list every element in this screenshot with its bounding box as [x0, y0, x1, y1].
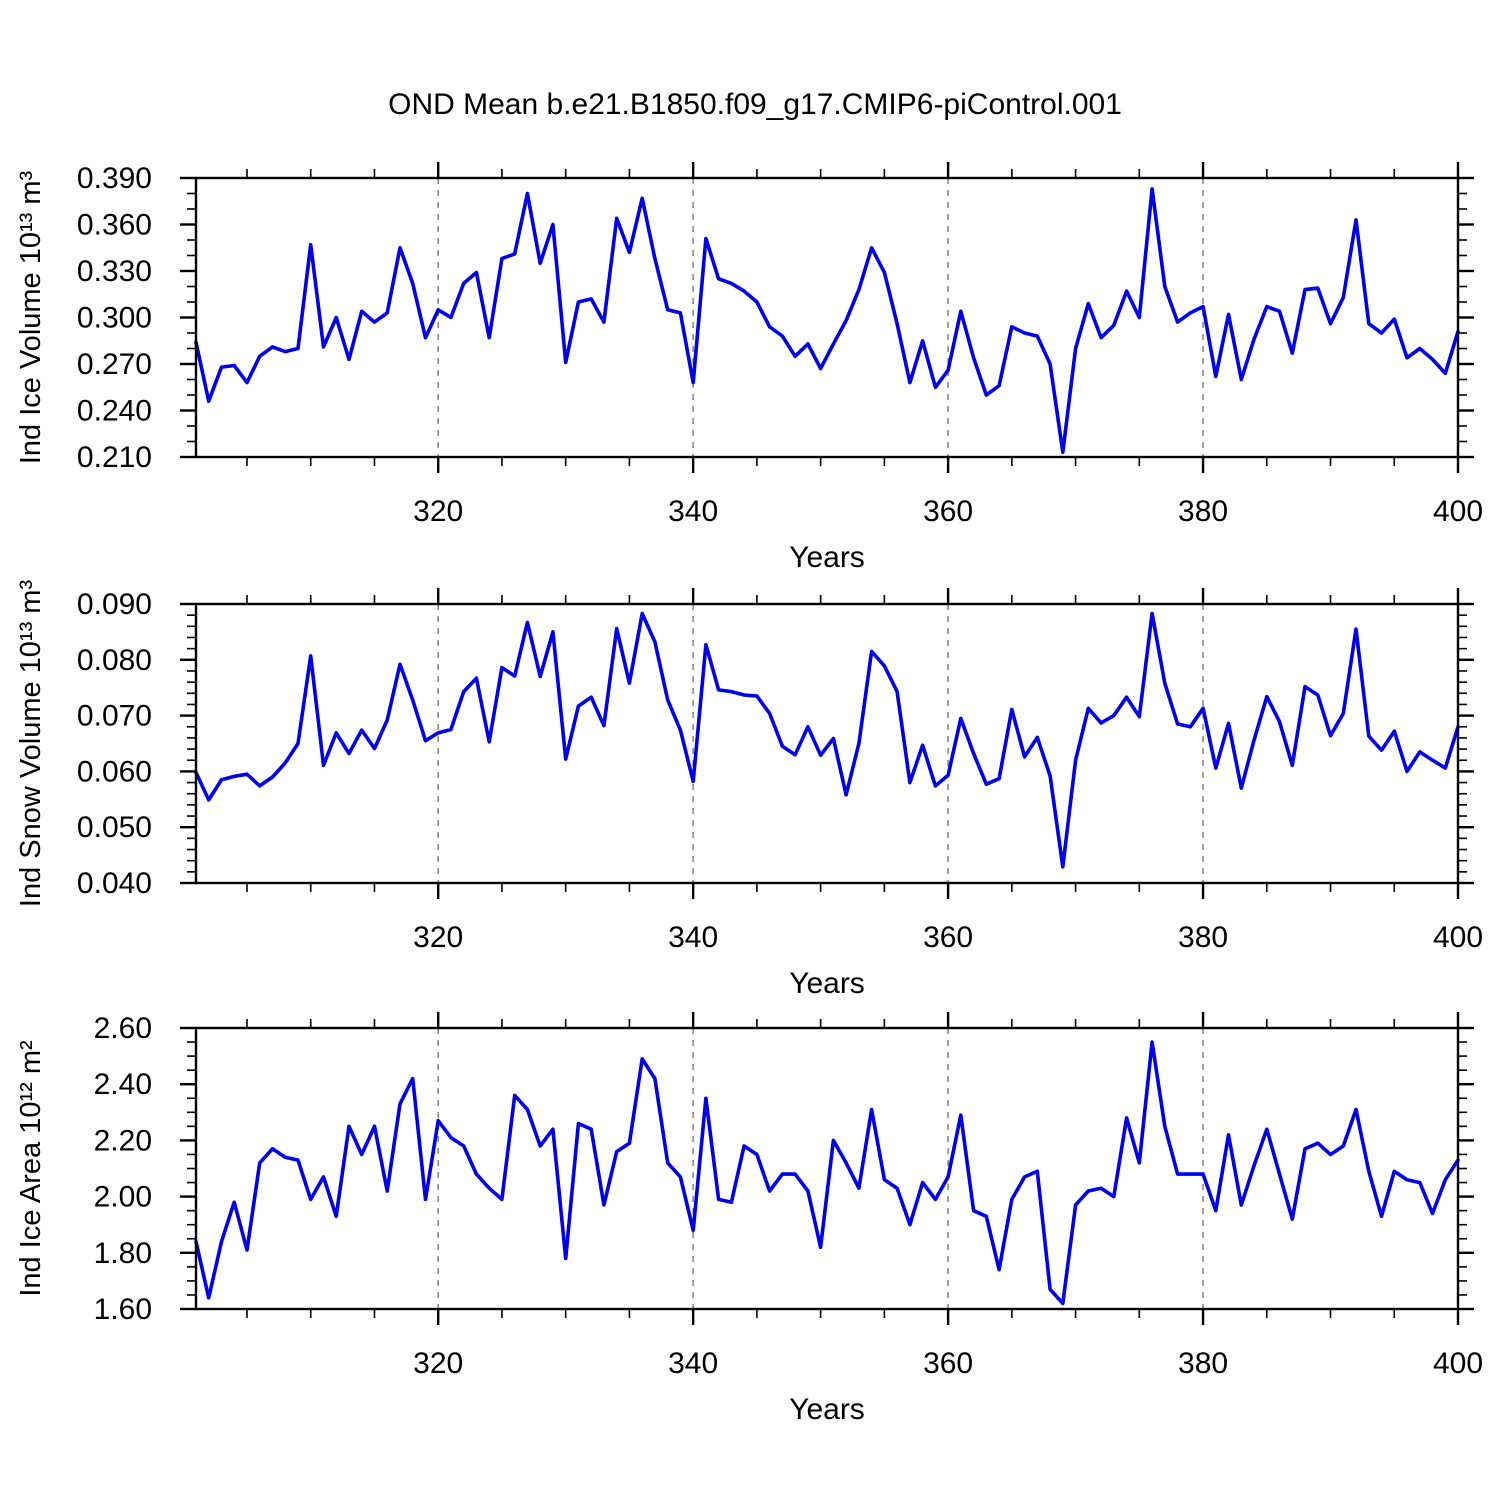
- y-tick-label: 0.040: [77, 867, 152, 900]
- y-tick-label: 0.210: [77, 441, 152, 474]
- y-tick-label: 2.20: [94, 1124, 152, 1157]
- y-tick-label: 1.80: [94, 1237, 152, 1270]
- y-tick-label: 1.60: [94, 1293, 152, 1326]
- y-tick-label: 0.300: [77, 302, 152, 335]
- y-axis-title: Ind Ice Area 10¹² m²: [15, 1040, 47, 1297]
- x-tick-label: 340: [668, 495, 718, 528]
- x-tick-label: 400: [1433, 495, 1483, 528]
- x-tick-label: 320: [413, 1347, 463, 1380]
- x-axis-title: Years: [789, 541, 865, 574]
- x-tick-label: 380: [1178, 495, 1228, 528]
- x-tick-label: 320: [413, 921, 463, 954]
- panel-snow-volume: 0.040 0.050 0.060 0.070 0.080 0.090 320 340 360 3…: [15, 580, 1483, 1000]
- y-tick-label: 0.070: [77, 700, 152, 733]
- chart-title: OND Mean b.e21.B1850.f09_g17.CMIP6-piCon…: [388, 88, 1122, 121]
- series-line-ice-area: [194, 1040, 1460, 1306]
- series-line-ice-volume: [194, 187, 1460, 455]
- y-tick-label: 0.060: [77, 755, 152, 788]
- y-tick-label: 0.050: [77, 811, 152, 844]
- axes-frame: [194, 1026, 1460, 1311]
- y-tick-label: 0.360: [77, 209, 152, 242]
- x-tick-label: 400: [1433, 1347, 1483, 1380]
- series-line-snow-volume: [194, 611, 1460, 869]
- x-tick-label: 340: [668, 921, 718, 954]
- y-tick-label: 0.330: [77, 255, 152, 288]
- y-tick-label: 0.080: [77, 644, 152, 677]
- panel-ice-volume: 0.210 0.240 0.270 0.300 0.330 0.360 0.390 320 34…: [15, 162, 1483, 574]
- axes-frame: [194, 176, 1460, 459]
- panel-ice-area: 1.60 1.80 2.00 2.20 2.40 2.60 320 340 360 380 400 Y…: [15, 1012, 1483, 1426]
- x-axis-title: Years: [789, 967, 865, 1000]
- x-tick-label: 360: [923, 495, 973, 528]
- y-tick-label: 0.270: [77, 348, 152, 381]
- x-tick-label: 320: [413, 495, 463, 528]
- x-tick-label: 380: [1178, 1347, 1228, 1380]
- y-tick-label: 0.390: [77, 162, 152, 195]
- y-tick-label: 2.60: [94, 1012, 152, 1045]
- y-tick-label: 0.090: [77, 588, 152, 621]
- x-tick-label: 360: [923, 1347, 973, 1380]
- x-tick-label: 400: [1433, 921, 1483, 954]
- axes-frame: [194, 602, 1460, 885]
- x-tick-label: 380: [1178, 921, 1228, 954]
- x-tick-label: 340: [668, 1347, 718, 1380]
- y-tick-label: 2.40: [94, 1068, 152, 1101]
- y-tick-label: 2.00: [94, 1181, 152, 1214]
- x-axis-title: Years: [789, 1393, 865, 1426]
- y-axis-title: Ind Ice Volume 10¹³ m³: [15, 170, 47, 464]
- y-tick-label: 0.240: [77, 395, 152, 428]
- y-axis-title: Ind Snow Volume 10¹³ m³: [15, 580, 47, 908]
- x-tick-label: 360: [923, 921, 973, 954]
